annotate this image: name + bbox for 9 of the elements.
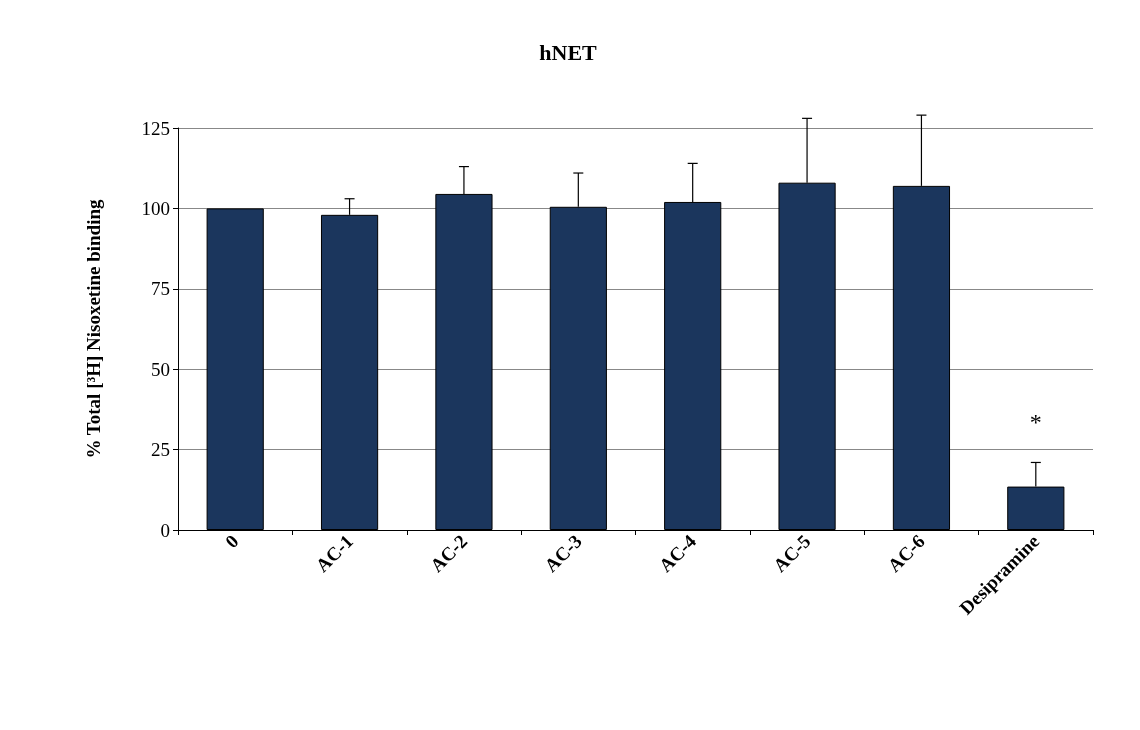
y-tick-label: 100 bbox=[141, 197, 170, 219]
x-tick-label: 0 bbox=[221, 530, 243, 553]
y-tick-label: 50 bbox=[151, 358, 170, 380]
annotation: * bbox=[1029, 409, 1042, 436]
y-tick-label: 125 bbox=[141, 117, 170, 139]
chart-title: hNET bbox=[539, 39, 598, 65]
y-tick-label: 25 bbox=[151, 439, 170, 461]
y-tick-label: 75 bbox=[151, 278, 170, 300]
y-axis-title: % Total [³H] Nisoxetine binding bbox=[83, 198, 104, 459]
